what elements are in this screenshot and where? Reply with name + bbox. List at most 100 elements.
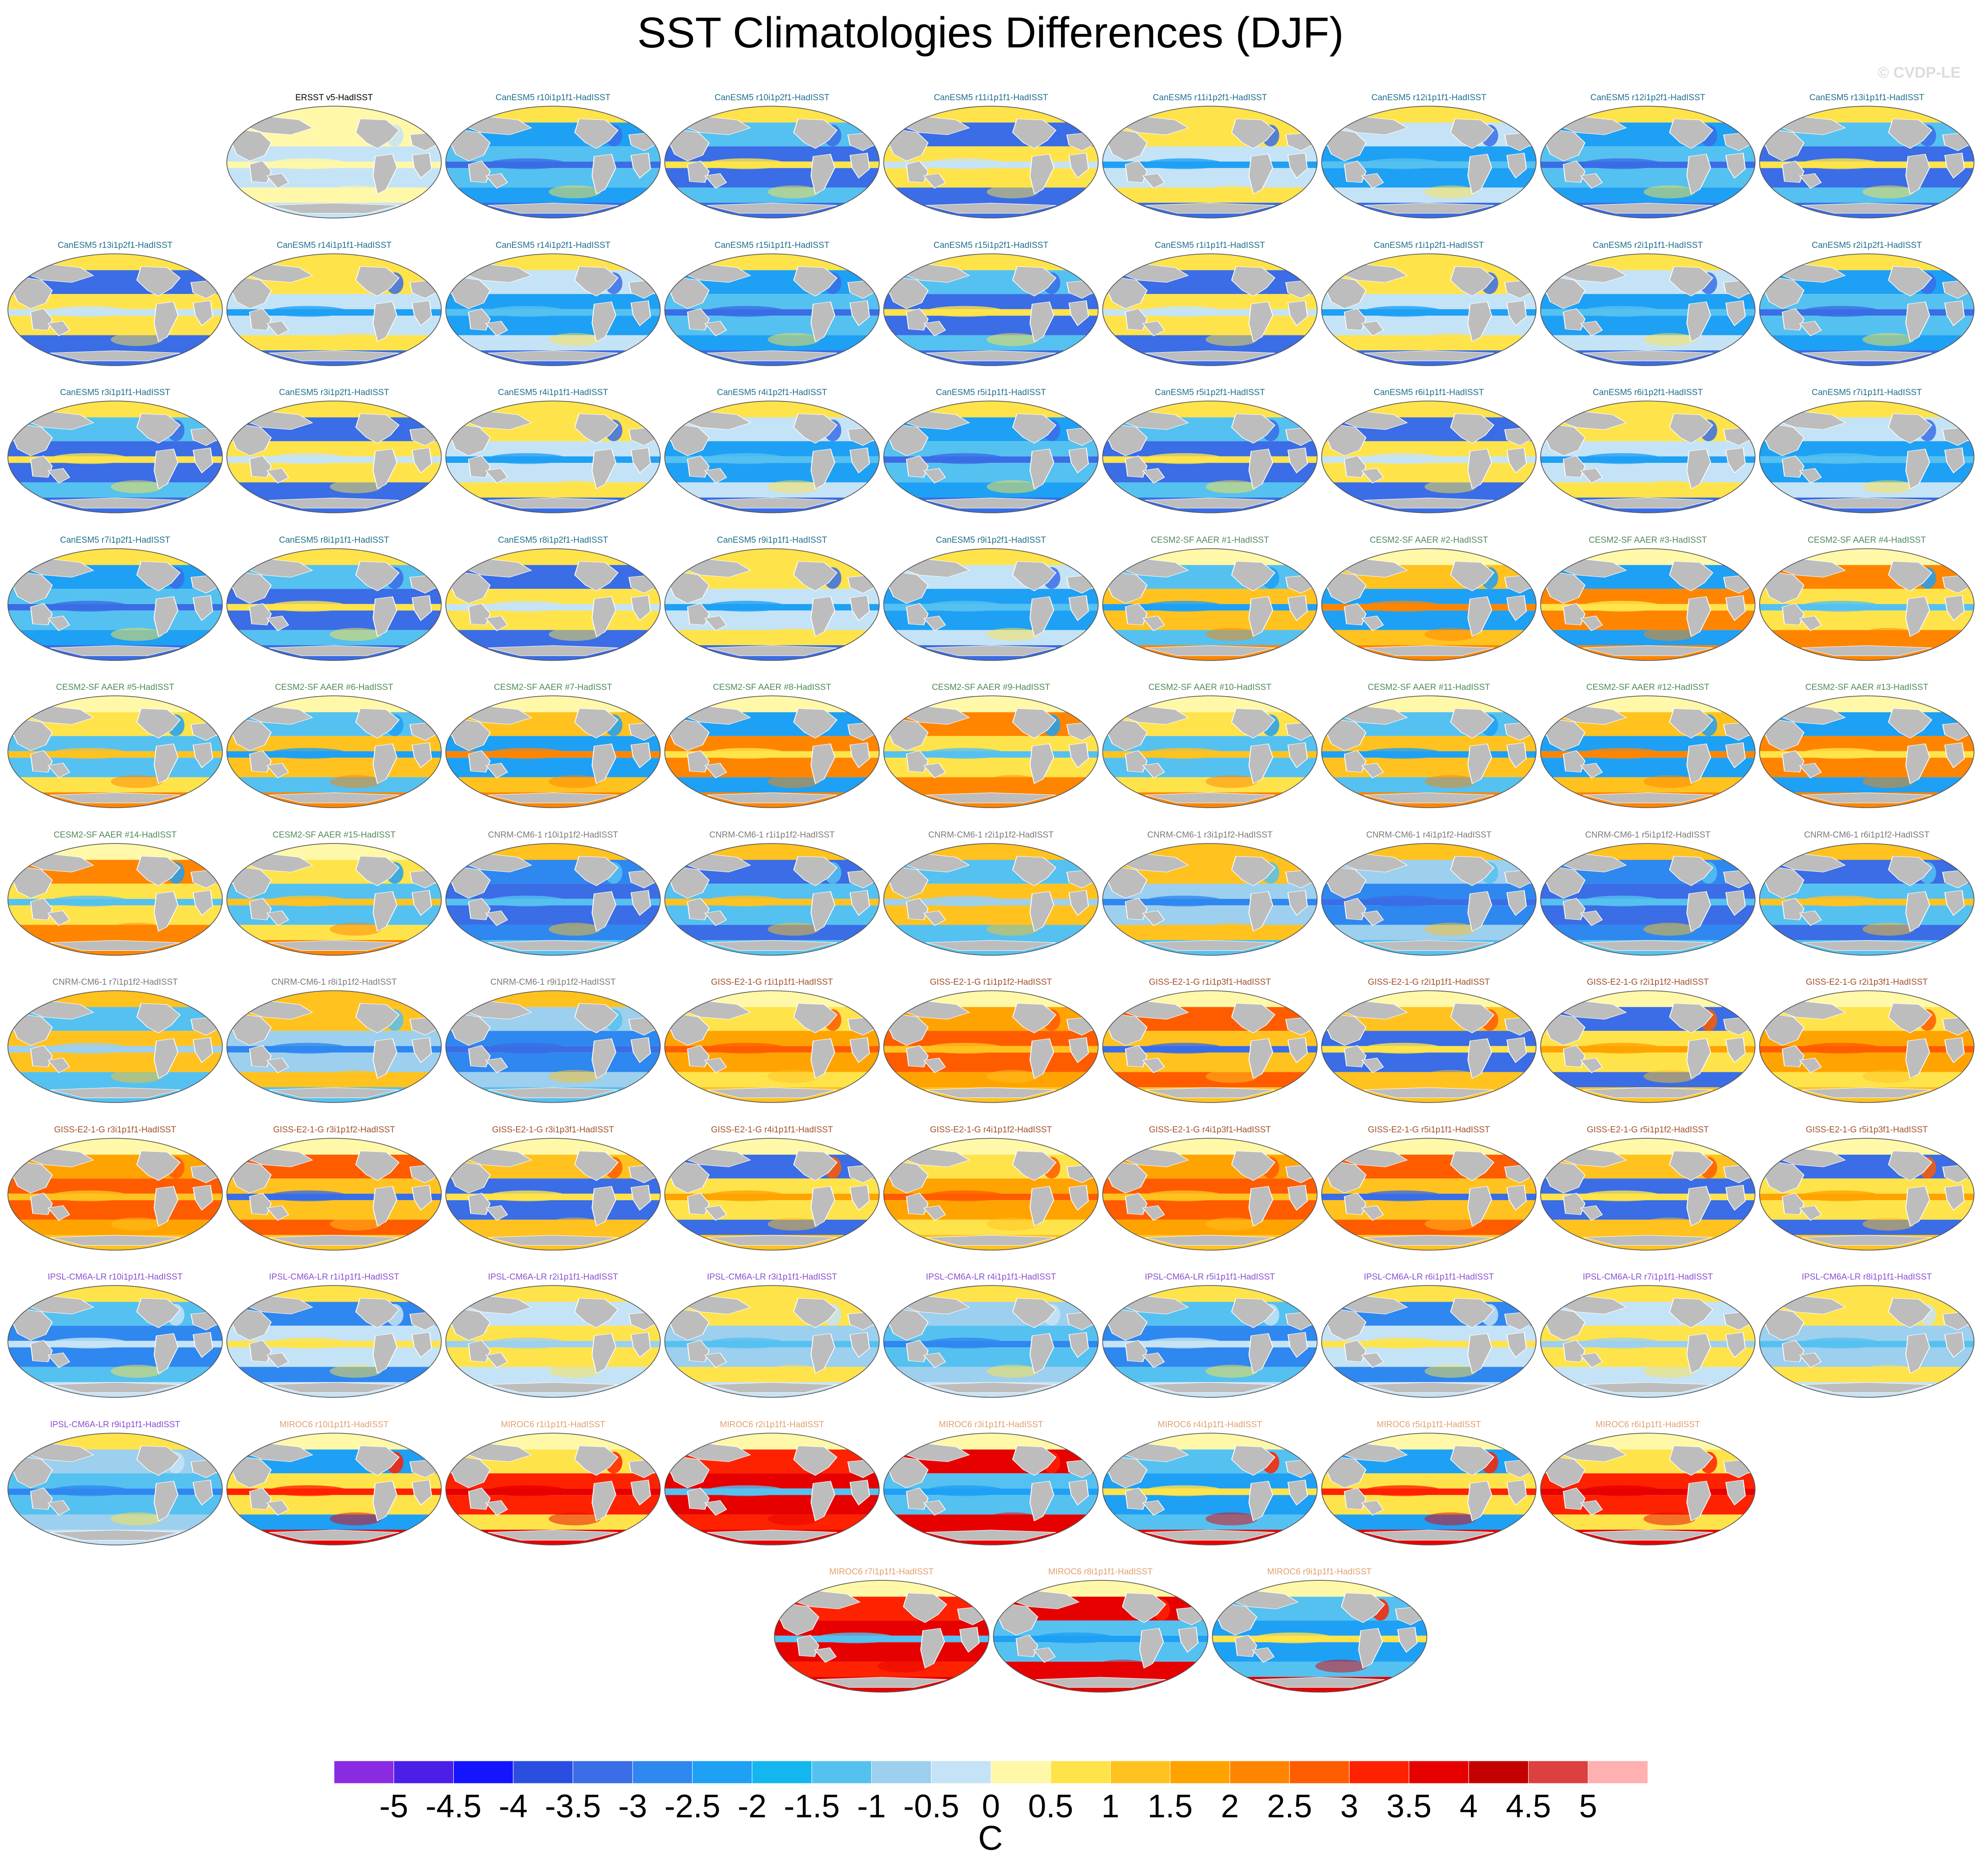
sst-difference-map xyxy=(664,1137,880,1251)
map-panel-title: GISS-E2-1-G r5i1p1f2-HadISST xyxy=(1586,1125,1709,1135)
map-panel: CanESM5 r9i1p2f1-HadISST xyxy=(883,535,1099,663)
map-panel: CanESM5 r13i1p2f1-HadISST xyxy=(7,240,223,368)
map-panel: GISS-E2-1-G r4i1p1f2-HadISST xyxy=(883,1125,1099,1253)
map-panel: CanESM5 r10i1p2f1-HadISST xyxy=(664,93,880,221)
map-panel-title: CESM2-SF AAER #4-HadISST xyxy=(1808,535,1926,545)
map-panel: GISS-E2-1-G r4i1p1f1-HadISST xyxy=(664,1125,880,1253)
colorbar-swatch xyxy=(453,1761,514,1784)
map-panel-title: CESM2-SF AAER #2-HadISST xyxy=(1370,535,1488,545)
map-panel-title: IPSL-CM6A-LR r2i1p1f1-HadISST xyxy=(488,1272,618,1282)
sst-difference-map xyxy=(7,1137,223,1251)
map-panel-title: CanESM5 r6i1p1f1-HadISST xyxy=(1374,388,1484,397)
sst-difference-map xyxy=(1759,253,1975,366)
map-panel-title: IPSL-CM6A-LR r4i1p1f1-HadISST xyxy=(925,1272,1056,1282)
map-panel: CanESM5 r6i1p2f1-HadISST xyxy=(1539,387,1756,516)
map-panel-title: CNRM-CM6-1 r3i1p1f2-HadISST xyxy=(1147,830,1273,840)
map-panel: CNRM-CM6-1 r6i1p1f2-HadISST xyxy=(1758,830,1975,958)
map-panel-title: ERSST v5-HadISST xyxy=(295,93,373,102)
sst-difference-map xyxy=(883,1432,1099,1545)
sst-difference-map xyxy=(883,990,1099,1103)
map-panel-title: GISS-E2-1-G r3i1p3f1-HadISST xyxy=(492,1125,614,1135)
map-panel-title: MIROC6 r1i1p1f1-HadISST xyxy=(501,1420,605,1429)
map-panel: CESM2-SF AAER #8-HadISST xyxy=(664,682,880,810)
colorbar-tick-label: -1 xyxy=(857,1788,886,1824)
map-panel: GISS-E2-1-G r1i1p1f1-HadISST xyxy=(664,977,880,1105)
sst-difference-map xyxy=(1102,843,1318,956)
map-panel: CanESM5 r3i1p2f1-HadISST xyxy=(226,387,442,516)
map-panel-title: IPSL-CM6A-LR r10i1p1f1-HadISST xyxy=(47,1272,183,1282)
map-panel: CNRM-CM6-1 r8i1p1f2-HadISST xyxy=(226,977,442,1105)
map-panel: CanESM5 r15i1p2f1-HadISST xyxy=(883,240,1099,368)
map-panel: CESM2-SF AAER #12-HadISST xyxy=(1539,682,1756,810)
map-panel-title: CESM2-SF AAER #1-HadISST xyxy=(1151,535,1269,545)
map-panel: CNRM-CM6-1 r2i1p1f2-HadISST xyxy=(883,830,1099,958)
map-panel: CanESM5 r2i1p2f1-HadISST xyxy=(1758,240,1975,368)
map-panel-title: CanESM5 r6i1p2f1-HadISST xyxy=(1593,388,1703,397)
map-panel: CanESM5 r10i1p1f1-HadISST xyxy=(445,93,661,221)
sst-difference-map xyxy=(1321,843,1537,956)
map-panel-title: CNRM-CM6-1 r10i1p1f2-HadISST xyxy=(488,830,618,840)
map-panel: CNRM-CM6-1 r3i1p1f2-HadISST xyxy=(1102,830,1318,958)
sst-difference-map xyxy=(1759,1285,1975,1398)
sst-difference-map xyxy=(226,106,442,219)
sst-difference-map xyxy=(226,400,442,513)
colorbar-swatch xyxy=(334,1761,394,1784)
sst-difference-map xyxy=(1759,106,1975,219)
map-panel: CESM2-SF AAER #13-HadISST xyxy=(1758,682,1975,810)
map-panel-title: CanESM5 r8i1p2f1-HadISST xyxy=(498,535,608,545)
sst-difference-map xyxy=(445,1432,661,1545)
sst-difference-map xyxy=(226,1432,442,1545)
map-panel: CESM2-SF AAER #9-HadISST xyxy=(883,682,1099,810)
map-panel-title: CESM2-SF AAER #12-HadISST xyxy=(1586,683,1710,692)
colorbar-tick-label: -1.5 xyxy=(784,1788,840,1824)
map-panel: CESM2-SF AAER #10-HadISST xyxy=(1102,682,1318,810)
map-panel-title: CNRM-CM6-1 r7i1p1f2-HadISST xyxy=(52,978,178,987)
sst-difference-map xyxy=(445,695,661,808)
map-panel-title: CNRM-CM6-1 r6i1p1f2-HadISST xyxy=(1804,830,1930,840)
map-panel: CanESM5 r5i1p1f1-HadISST xyxy=(883,387,1099,516)
map-panel-title: MIROC6 r5i1p1f1-HadISST xyxy=(1376,1420,1481,1429)
map-panel: CESM2-SF AAER #11-HadISST xyxy=(1321,682,1537,810)
map-panel: CanESM5 r12i1p2f1-HadISST xyxy=(1539,93,1756,221)
map-panel-title: GISS-E2-1-G r3i1p1f2-HadISST xyxy=(273,1125,395,1135)
map-panel: MIROC6 r2i1p1f1-HadISST xyxy=(664,1420,880,1548)
colorbar-tick-label: -3 xyxy=(618,1788,647,1824)
map-panel: GISS-E2-1-G r2i1p3f1-HadISST xyxy=(1758,977,1975,1105)
sst-difference-map xyxy=(445,106,661,219)
map-panel-title: CNRM-CM6-1 r1i1p1f2-HadISST xyxy=(709,830,835,840)
map-panel: MIROC6 r5i1p1f1-HadISST xyxy=(1321,1420,1537,1548)
colorbar-tick-label: 5 xyxy=(1579,1788,1597,1824)
sst-difference-map xyxy=(774,1580,989,1693)
map-panel: CanESM5 r9i1p1f1-HadISST xyxy=(664,535,880,663)
sst-difference-map xyxy=(1540,843,1756,956)
colorbar-swatch xyxy=(931,1761,991,1784)
sst-difference-map xyxy=(226,695,442,808)
sst-difference-map xyxy=(1759,1137,1975,1251)
sst-difference-map xyxy=(883,548,1099,661)
sst-difference-map xyxy=(1540,990,1756,1103)
sst-difference-map xyxy=(226,843,442,956)
sst-difference-map xyxy=(1759,695,1975,808)
watermark: © CVDP-LE xyxy=(1878,64,1961,81)
map-panel-title: CanESM5 r15i1p2f1-HadISST xyxy=(933,240,1049,250)
map-panel: IPSL-CM6A-LR r1i1p1f1-HadISST xyxy=(226,1272,442,1400)
map-panel: GISS-E2-1-G r1i1p1f2-HadISST xyxy=(883,977,1099,1105)
sst-difference-map xyxy=(445,253,661,366)
map-panel: IPSL-CM6A-LR r2i1p1f1-HadISST xyxy=(445,1272,661,1400)
sst-difference-map xyxy=(1321,253,1537,366)
sst-difference-map xyxy=(445,843,661,956)
colorbar-swatch xyxy=(632,1761,693,1784)
map-panel: CanESM5 r8i1p2f1-HadISST xyxy=(445,535,661,663)
map-panel-title: CESM2-SF AAER #13-HadISST xyxy=(1805,683,1929,692)
map-panel: CNRM-CM6-1 r1i1p1f2-HadISST xyxy=(664,830,880,958)
map-panel: CanESM5 r7i1p1f1-HadISST xyxy=(1758,387,1975,516)
map-panel: GISS-E2-1-G r2i1p1f2-HadISST xyxy=(1539,977,1756,1105)
colorbar-tick-label: 0 xyxy=(982,1788,1000,1824)
map-panel: CanESM5 r1i1p1f1-HadISST xyxy=(1102,240,1318,368)
map-panel-title: CNRM-CM6-1 r8i1p1f2-HadISST xyxy=(271,978,397,987)
map-panel: MIROC6 r3i1p1f1-HadISST xyxy=(883,1420,1099,1548)
map-panel-title: GISS-E2-1-G r4i1p1f1-HadISST xyxy=(711,1125,833,1135)
map-panel-title: IPSL-CM6A-LR r5i1p1f1-HadISST xyxy=(1144,1272,1275,1282)
colorbar-tick-label: 1.5 xyxy=(1148,1788,1193,1824)
